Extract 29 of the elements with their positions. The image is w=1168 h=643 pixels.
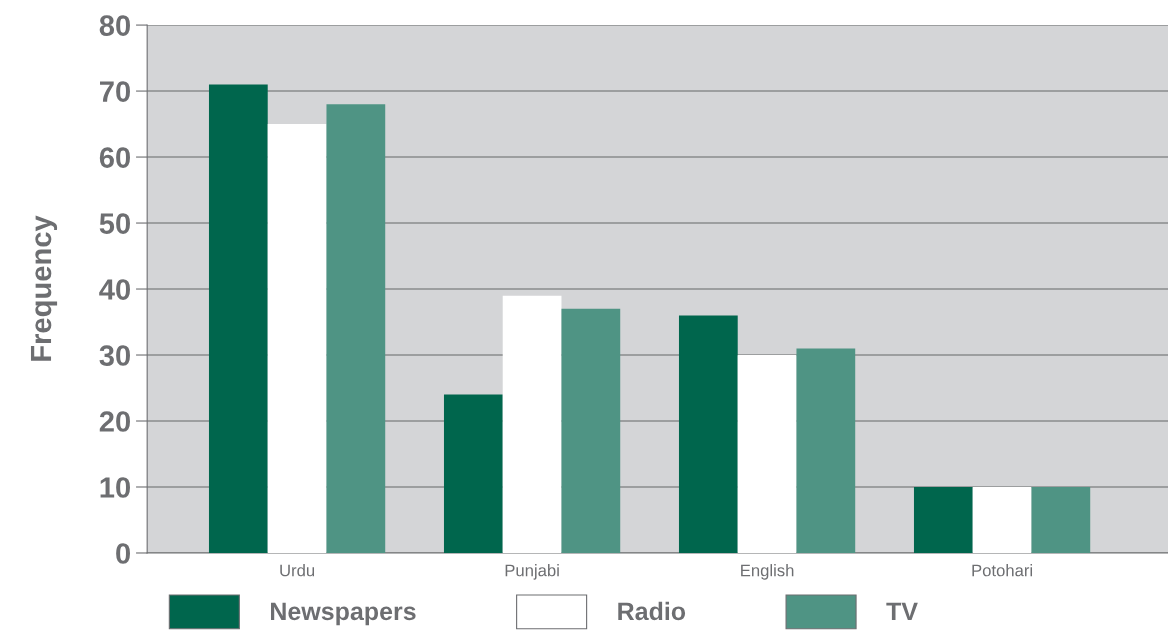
x-tick-label: Punjabi bbox=[505, 564, 559, 580]
bar bbox=[326, 104, 386, 553]
y-axis-title: Frequency bbox=[30, 215, 58, 361]
y-tick-label: 70 bbox=[100, 81, 130, 102]
legend-label: TV bbox=[886, 602, 918, 620]
bar bbox=[443, 394, 503, 553]
x-tick-label: Potohari bbox=[972, 564, 1033, 577]
y-tick-label: 20 bbox=[99, 411, 130, 432]
bar bbox=[267, 124, 327, 553]
y-tick-label: 60 bbox=[99, 147, 130, 168]
y-tick-label: 30 bbox=[99, 345, 130, 366]
bar bbox=[561, 308, 621, 553]
y-tick-label: 0 bbox=[116, 543, 130, 564]
bar bbox=[737, 355, 797, 553]
y-tick-label: 80 bbox=[99, 15, 130, 36]
y-tick-label: 40 bbox=[99, 279, 130, 300]
x-tick-label: Urdu bbox=[280, 564, 315, 577]
bar bbox=[502, 295, 562, 553]
legend-label: Radio bbox=[618, 601, 686, 621]
bar bbox=[678, 315, 738, 553]
bar bbox=[972, 486, 1032, 553]
y-tick-label: 50 bbox=[99, 213, 130, 234]
x-tick-label: English bbox=[741, 564, 794, 580]
bar bbox=[1031, 486, 1091, 553]
bar bbox=[208, 84, 268, 553]
y-tick-label: 10 bbox=[100, 477, 130, 498]
legend-label: Newspapers bbox=[271, 602, 416, 626]
bar bbox=[913, 486, 973, 553]
bar bbox=[796, 348, 856, 553]
